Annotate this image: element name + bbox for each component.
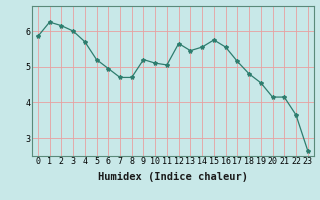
X-axis label: Humidex (Indice chaleur): Humidex (Indice chaleur) xyxy=(98,172,248,182)
